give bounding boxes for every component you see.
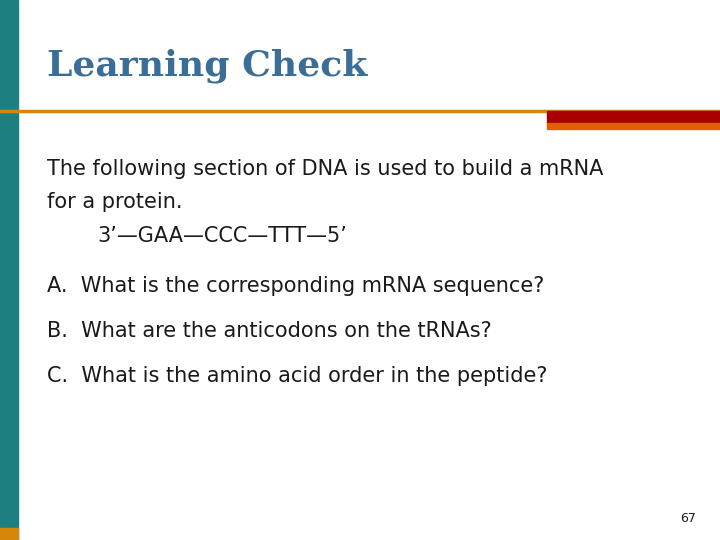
Text: 3’—GAA—CCC—TTT—5’: 3’—GAA—CCC—TTT—5’ [97,226,347,246]
Bar [547,111,720,123]
Text: Learning Check: Learning Check [47,49,367,83]
Text: for a protein.: for a protein. [47,192,182,212]
Text: 67: 67 [680,512,696,525]
Text: C.  What is the amino acid order in the peptide?: C. What is the amino acid order in the p… [47,366,547,386]
Bar [0,528,18,540]
Text: A.  What is the corresponding mRNA sequence?: A. What is the corresponding mRNA sequen… [47,276,544,296]
Bar [547,123,720,129]
Text: B.  What are the anticodons on the tRNAs?: B. What are the anticodons on the tRNAs? [47,321,492,341]
Text: The following section of DNA is used to build a mRNA: The following section of DNA is used to … [47,159,603,179]
Bar [0,0,18,540]
